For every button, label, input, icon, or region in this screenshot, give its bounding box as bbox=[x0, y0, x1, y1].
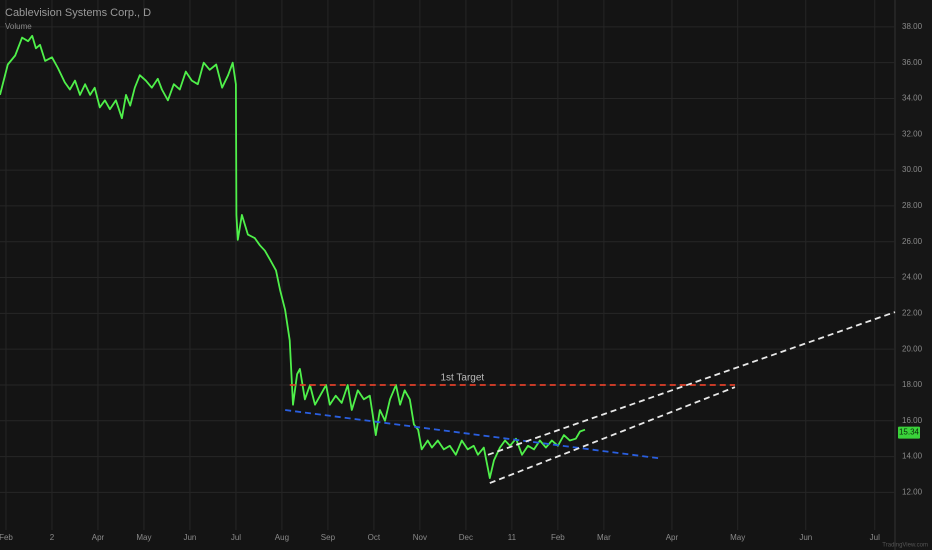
y-tick-label: 14.00 bbox=[902, 452, 923, 461]
y-tick-label: 34.00 bbox=[902, 94, 923, 103]
x-tick-label: May bbox=[730, 533, 745, 542]
y-tick-label: 20.00 bbox=[902, 344, 923, 353]
last-price-label: 15.34 bbox=[899, 428, 920, 437]
y-tick-label: 38.00 bbox=[902, 22, 923, 31]
y-tick-label: 24.00 bbox=[902, 273, 923, 282]
price-line bbox=[0, 34, 586, 479]
grid bbox=[0, 0, 895, 530]
x-tick-label: 2 bbox=[50, 533, 55, 542]
x-tick-label: May bbox=[136, 533, 151, 542]
x-tick-label: Jul bbox=[231, 533, 241, 542]
x-tick-label: 11 bbox=[508, 533, 517, 542]
y-tick-label: 22.00 bbox=[902, 308, 923, 317]
annotation: 1st Target bbox=[440, 373, 484, 384]
x-tick-label: Dec bbox=[459, 533, 473, 542]
trend-line bbox=[285, 409, 661, 460]
y-tick-label: 16.00 bbox=[902, 416, 923, 425]
y-tick-label: 32.00 bbox=[902, 129, 923, 138]
y-tick-label: 36.00 bbox=[902, 58, 923, 67]
x-tick-label: Oct bbox=[368, 533, 381, 542]
x-tick-label: Sep bbox=[321, 533, 336, 542]
plot: 1st Target bbox=[0, 34, 896, 484]
y-tick-label: 26.00 bbox=[902, 237, 923, 246]
x-tick-label: Jun bbox=[799, 533, 812, 542]
x-tick-label: Apr bbox=[666, 533, 679, 542]
y-tick-label: 18.00 bbox=[902, 380, 923, 389]
last-price-box bbox=[898, 426, 920, 439]
y-tick-label: 30.00 bbox=[902, 165, 923, 174]
trend-line bbox=[487, 311, 896, 456]
trend-line bbox=[489, 386, 736, 484]
x-tick-label: Mar bbox=[597, 533, 611, 542]
price-axis bbox=[895, 0, 932, 550]
x-tick-label: Feb bbox=[551, 533, 565, 542]
x-tick-label: Nov bbox=[413, 533, 427, 542]
y-tick-label: 28.00 bbox=[902, 201, 923, 210]
x-tick-label: Jun bbox=[183, 533, 196, 542]
x-tick-label: Jul bbox=[870, 533, 880, 542]
x-tick-label: Aug bbox=[275, 533, 289, 542]
watermark: TradingView.com bbox=[882, 543, 928, 549]
x-tick-label: Feb bbox=[0, 533, 13, 542]
chart-title: Cablevision Systems Corp., D bbox=[5, 7, 151, 19]
x-tick-label: Apr bbox=[92, 533, 105, 542]
subtitle: Volume bbox=[5, 22, 32, 31]
y-tick-label: 12.00 bbox=[902, 488, 923, 497]
